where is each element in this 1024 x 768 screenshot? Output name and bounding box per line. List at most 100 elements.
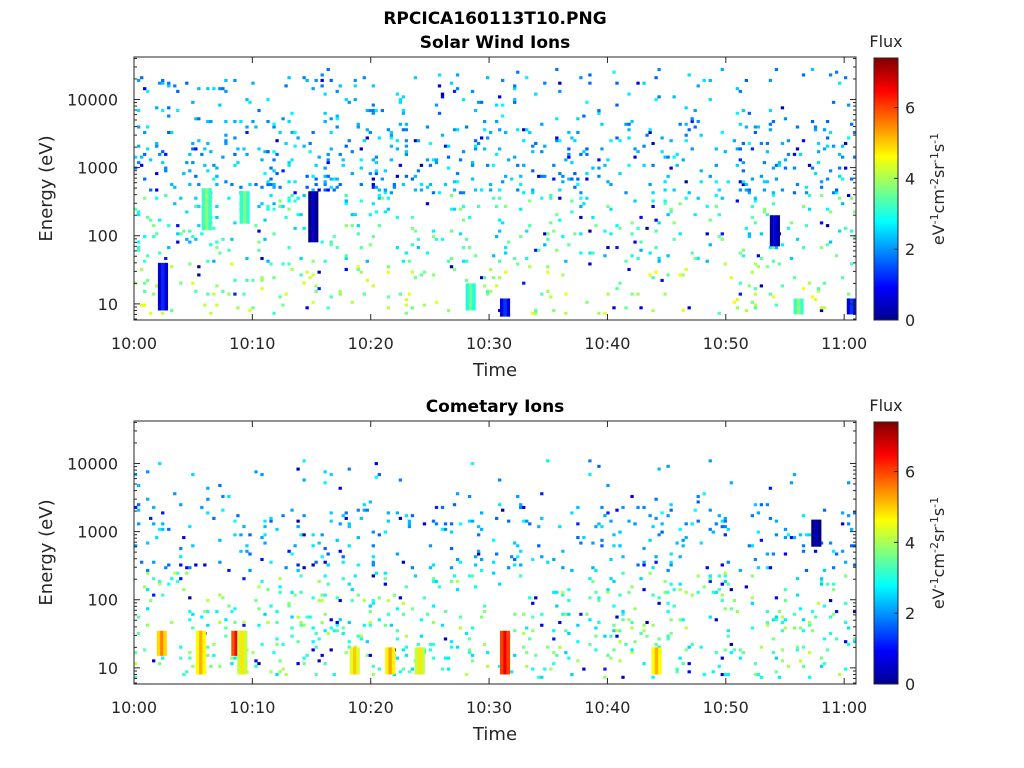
spectrogram-cell	[443, 527, 448, 531]
spectrogram-cell	[612, 533, 616, 537]
spectrogram-cell	[176, 109, 180, 113]
spectrogram-cell	[651, 309, 655, 313]
spectrogram-cell	[278, 295, 282, 299]
spectrogram-cell	[152, 505, 156, 509]
colorbar-title: Flux	[869, 396, 902, 415]
burst-cell	[846, 298, 851, 315]
spectrogram-cell	[759, 538, 764, 542]
spectrogram-cell	[398, 98, 403, 102]
spectrogram-cell	[774, 618, 779, 622]
spectrogram-cell	[801, 618, 806, 622]
spectrogram-cell	[660, 530, 664, 534]
spectrogram-cell	[831, 582, 836, 586]
spectrogram-cell	[341, 555, 345, 559]
spectrogram-cell	[597, 596, 601, 600]
spectrogram-cell	[248, 533, 252, 537]
spectrogram-cell	[407, 670, 412, 674]
spectrogram-cell	[200, 505, 204, 509]
spectrogram-cell	[510, 670, 514, 674]
spectrogram-cell	[356, 536, 360, 540]
spectrogram-cell	[401, 111, 406, 115]
spectrogram-cell	[272, 150, 276, 154]
spectrogram-cell	[774, 656, 779, 660]
spectrogram-cell	[636, 226, 640, 230]
spectrogram-cell	[654, 246, 658, 250]
spectrogram-cell	[245, 125, 249, 129]
spectrogram-cell	[386, 128, 391, 132]
spectrogram-cell	[419, 163, 424, 167]
spectrogram-cell	[531, 601, 535, 605]
spectrogram-cell	[407, 522, 412, 526]
spectrogram-cell	[323, 120, 327, 124]
spectrogram-cell	[155, 232, 159, 236]
spectrogram-cell	[308, 276, 312, 280]
spectrogram-cell	[191, 612, 195, 616]
spectrogram-cell	[251, 81, 255, 85]
spectrogram-cell	[401, 183, 406, 187]
spectrogram-cell	[338, 486, 342, 490]
spectrogram-cell	[263, 612, 267, 616]
spectrogram-cell	[194, 196, 198, 200]
spectrogram-cell	[215, 240, 219, 244]
spectrogram-cell	[633, 607, 637, 611]
spectrogram-cell	[744, 78, 748, 82]
spectrogram-cell	[792, 166, 797, 170]
y-tick-label: 10	[98, 659, 118, 678]
spectrogram-cell	[200, 232, 204, 236]
spectrogram-cell	[681, 538, 685, 542]
spectrogram-cell	[711, 670, 715, 674]
spectrogram-cell	[624, 259, 628, 263]
spectrogram-cell	[846, 514, 851, 518]
spectrogram-cell	[479, 615, 484, 619]
x-tick-label: 11:00	[821, 698, 867, 717]
spectrogram-cell	[266, 180, 270, 184]
spectrogram-cell	[771, 618, 776, 622]
spectrogram-cell	[284, 292, 288, 296]
spectrogram-cell	[485, 76, 490, 80]
spectrogram-cell	[272, 125, 276, 129]
spectrogram-cell	[359, 158, 363, 162]
spectrogram-cell	[152, 560, 156, 564]
spectrogram-cell	[615, 615, 619, 619]
spectrogram-cell	[597, 166, 601, 170]
spectrogram-cell	[410, 607, 415, 611]
spectrogram-cell	[173, 492, 177, 496]
spectrogram-cell	[801, 287, 806, 291]
spectrogram-cell	[525, 256, 529, 261]
spectrogram-cell	[377, 193, 381, 198]
spectrogram-cell	[780, 620, 785, 625]
spectrogram-cell	[395, 174, 400, 178]
spectrogram-cell	[323, 183, 327, 187]
spectrogram-cell	[356, 125, 360, 129]
spectrogram-cell	[467, 246, 472, 250]
spectrogram-cell	[594, 648, 598, 652]
spectrogram-cell	[498, 188, 502, 192]
spectrogram-cell	[714, 204, 718, 208]
spectrogram-cell	[482, 276, 487, 280]
spectrogram-cell	[561, 174, 565, 178]
spectrogram-cell	[807, 533, 812, 537]
spectrogram-cell	[606, 246, 610, 250]
spectrogram-cell	[320, 73, 324, 77]
spectrogram-cell	[158, 662, 162, 666]
spectrogram-cell	[768, 486, 773, 490]
spectrogram-cell	[495, 103, 499, 107]
spectrogram-cell	[449, 207, 454, 211]
spectrogram-cell	[314, 289, 318, 293]
spectrogram-cell	[558, 218, 562, 222]
spectrogram-cell	[272, 202, 276, 206]
spectrogram-cell	[747, 284, 752, 288]
spectrogram-cell	[660, 511, 664, 515]
spectrogram-cell	[479, 100, 484, 104]
spectrogram-cell	[368, 653, 372, 657]
spectrogram-cell	[332, 629, 336, 633]
spectrogram-cell	[311, 533, 315, 537]
spectrogram-cell	[473, 563, 478, 567]
spectrogram-cell	[440, 95, 445, 99]
spectrogram-cell	[495, 552, 499, 556]
spectrogram-cell	[383, 188, 387, 192]
spectrogram-cell	[395, 147, 400, 151]
spectrogram-cell	[188, 610, 192, 614]
spectrogram-cell	[519, 503, 523, 507]
